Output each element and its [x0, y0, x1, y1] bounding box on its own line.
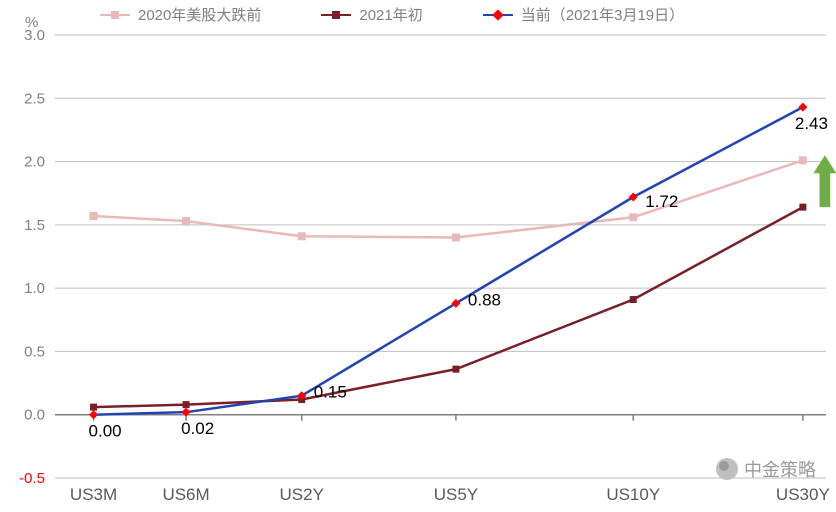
svg-text:0.0: 0.0 [24, 407, 45, 424]
svg-text:1.0: 1.0 [24, 280, 45, 297]
svg-text:2.0: 2.0 [24, 154, 45, 171]
legend-item-pre2020: 2020年美股大跌前 [100, 4, 261, 25]
wechat-icon [716, 458, 738, 480]
svg-text:-0.5: -0.5 [19, 470, 45, 487]
svg-text:%: % [25, 14, 38, 31]
svg-text:0.5: 0.5 [24, 343, 45, 360]
svg-text:0.88: 0.88 [468, 290, 501, 309]
yield-curve-chart: -0.50.00.51.01.52.02.53.0%US3MUS6MUS2YUS… [0, 0, 836, 512]
svg-text:US5Y: US5Y [434, 485, 478, 504]
svg-text:0.15: 0.15 [314, 383, 347, 402]
svg-text:2.43: 2.43 [795, 114, 828, 133]
svg-text:0.00: 0.00 [89, 422, 122, 441]
svg-text:US30Y: US30Y [776, 485, 830, 504]
svg-text:US6M: US6M [162, 485, 209, 504]
legend-item-early2021: 2021年初 [321, 4, 422, 25]
legend: 2020年美股大跌前 2021年初 当前（2021年3月19日） [100, 4, 684, 25]
watermark: 中金策略 [716, 456, 816, 482]
svg-text:US2Y: US2Y [280, 485, 324, 504]
legend-label: 2020年美股大跌前 [138, 4, 261, 25]
svg-text:1.5: 1.5 [24, 217, 45, 234]
svg-text:US3M: US3M [70, 485, 117, 504]
svg-text:2.5: 2.5 [24, 90, 45, 107]
legend-label: 2021年初 [359, 4, 422, 25]
svg-text:0.02: 0.02 [181, 419, 214, 438]
legend-item-current: 当前（2021年3月19日） [483, 4, 684, 25]
legend-label: 当前（2021年3月19日） [521, 4, 684, 25]
svg-text:US10Y: US10Y [606, 485, 660, 504]
watermark-text: 中金策略 [744, 456, 816, 482]
svg-text:1.72: 1.72 [645, 192, 678, 211]
